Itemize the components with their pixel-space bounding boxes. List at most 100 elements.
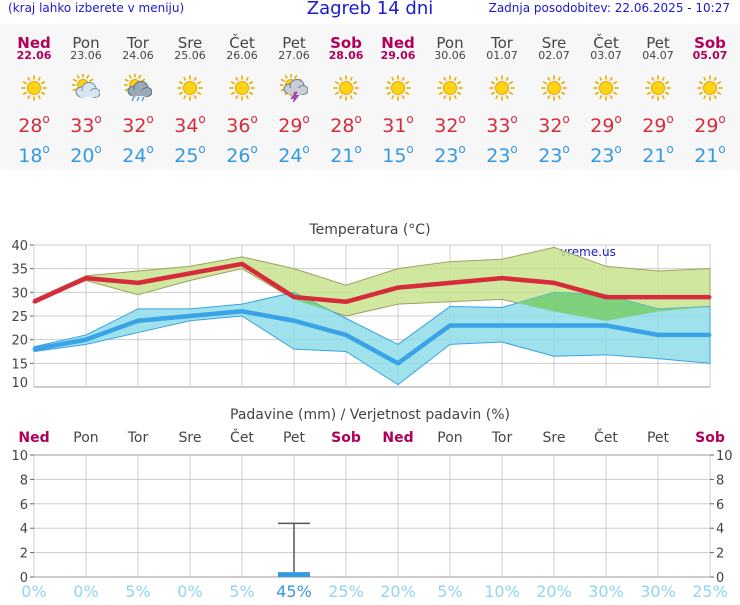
max-temperature: 31o	[382, 112, 414, 137]
min-temperature: 24o	[122, 142, 154, 167]
min-temperature: 24o	[278, 142, 310, 167]
max-temperature: 33o	[486, 112, 518, 137]
day-name: Sob	[330, 34, 362, 52]
max-temperature-line-point	[292, 295, 296, 299]
day-date: 29.06	[380, 49, 416, 62]
min-temperature-line-point	[708, 333, 712, 337]
top-bar: (kraj lahko izberete v meniju) Zagreb 14…	[0, 0, 740, 22]
precipitation-probability: 5%	[229, 582, 254, 601]
x-day-label: Čet	[594, 428, 618, 446]
min-temperature: 21o	[330, 142, 362, 167]
min-temperature: 21o	[694, 142, 726, 167]
max-temperature: 34o	[174, 112, 206, 137]
max-temperature-line-point	[188, 271, 192, 275]
max-temperature-line-point	[708, 295, 712, 299]
x-day-label: Tor	[127, 430, 149, 446]
day-name: Pon	[436, 34, 464, 52]
day-name: Čet	[229, 34, 255, 52]
page-title: Zagreb 14 dni	[306, 0, 434, 19]
x-day-label: Sob	[331, 430, 361, 446]
min-temperature: 21o	[642, 142, 674, 167]
max-temperature: 29o	[642, 112, 674, 137]
x-day-label: Pon	[437, 430, 462, 446]
max-temperature-line-point	[32, 300, 36, 304]
sun-icon	[489, 75, 515, 101]
min-temperature: 23o	[590, 142, 622, 167]
max-temperature-line-point	[552, 281, 556, 285]
y-tick-label: 10	[11, 376, 28, 391]
x-day-label: Čet	[230, 428, 254, 446]
max-temperature-line-point	[396, 286, 400, 290]
precipitation-probability: 5%	[437, 582, 462, 601]
max-temperature: 29o	[694, 112, 726, 137]
x-day-label: Pet	[647, 430, 670, 446]
precipitation-probability: 45%	[276, 582, 312, 601]
x-day-label: Ned	[18, 430, 49, 446]
y-tick-label-right: 4	[716, 522, 724, 537]
location-menu-hint[interactable]: (kraj lahko izberete v meniju)	[8, 1, 185, 15]
sun-icon	[333, 75, 359, 101]
max-temperature-line-point	[500, 276, 504, 280]
y-tick-label-right: 2	[716, 547, 724, 562]
plot-area	[33, 454, 711, 578]
min-temperature: 18o	[18, 142, 50, 167]
min-temperature-line-point	[500, 323, 504, 327]
max-temperature: 28o	[18, 112, 50, 137]
precipitation-chart-title: Padavine (mm) / Verjetnost padavin (%)	[230, 407, 510, 423]
min-temperature-line-point	[188, 314, 192, 318]
x-day-label: Sob	[695, 430, 725, 446]
y-tick-label-right: 10	[716, 449, 733, 464]
x-day-label: Pet	[283, 430, 306, 446]
day-name: Pon	[72, 34, 100, 52]
min-temperature: 26o	[226, 142, 258, 167]
min-temperature-line-point	[84, 338, 88, 342]
day-date: 23.06	[70, 49, 102, 62]
y-tick-label: 30	[11, 286, 28, 301]
min-temperature: 23o	[538, 142, 570, 167]
day-name: Pet	[646, 34, 670, 52]
y-tick-label-left: 4	[20, 522, 28, 537]
max-temperature: 33o	[70, 112, 102, 137]
min-temperature-line-point	[240, 309, 244, 313]
day-date: 26.06	[226, 49, 258, 62]
precipitation-chart: Padavine (mm) / Verjetnost padavin (%) Ne…	[11, 407, 733, 601]
y-tick-label-right: 0	[716, 571, 724, 586]
min-temperature: 15o	[382, 142, 414, 167]
sun-icon	[593, 75, 619, 101]
min-temperature: 23o	[486, 142, 518, 167]
max-temperature: 32o	[538, 112, 570, 137]
max-temperature-line-point	[656, 295, 660, 299]
max-temperature: 29o	[590, 112, 622, 137]
max-temperature: 32o	[434, 112, 466, 137]
min-temperature-line	[33, 309, 710, 366]
precipitation-probability: 20%	[380, 582, 416, 601]
day-name: Sre	[177, 34, 203, 52]
sun-icon	[21, 75, 47, 101]
day-date: 30.06	[434, 49, 466, 62]
precipitation-probability: 0%	[21, 582, 46, 601]
min-temperature: 23o	[434, 142, 466, 167]
y-tick-label-right: 6	[716, 498, 724, 513]
min-temperature-line-point	[344, 333, 348, 337]
max-temperature: 28o	[330, 112, 362, 137]
precipitation-probability: 0%	[177, 582, 202, 601]
day-name: Ned	[17, 34, 51, 52]
day-date: 03.07	[590, 49, 622, 62]
precipitation-probability: 25%	[328, 582, 364, 601]
max-temperature-line-point	[604, 295, 608, 299]
y-tick-label: 40	[11, 239, 28, 254]
day-name: Čet	[593, 34, 619, 52]
day-date: 02.07	[538, 49, 570, 62]
precipitation-probability: 30%	[588, 582, 624, 601]
sun-cloud-icon	[72, 74, 100, 98]
day-name: Tor	[491, 34, 513, 52]
temperature-chart-title: Temperatura (°C)	[308, 222, 430, 238]
max-temperature: 32o	[122, 112, 154, 137]
y-tick-label-left: 0	[20, 571, 28, 586]
sun-cloud-shower-icon	[124, 74, 152, 102]
min-temperature-line-point	[604, 323, 608, 327]
min-temperature-line-point	[396, 361, 400, 365]
day-name: Pet	[282, 34, 306, 52]
day-name: Ned	[381, 34, 415, 52]
min-temperature: 20o	[70, 142, 102, 167]
